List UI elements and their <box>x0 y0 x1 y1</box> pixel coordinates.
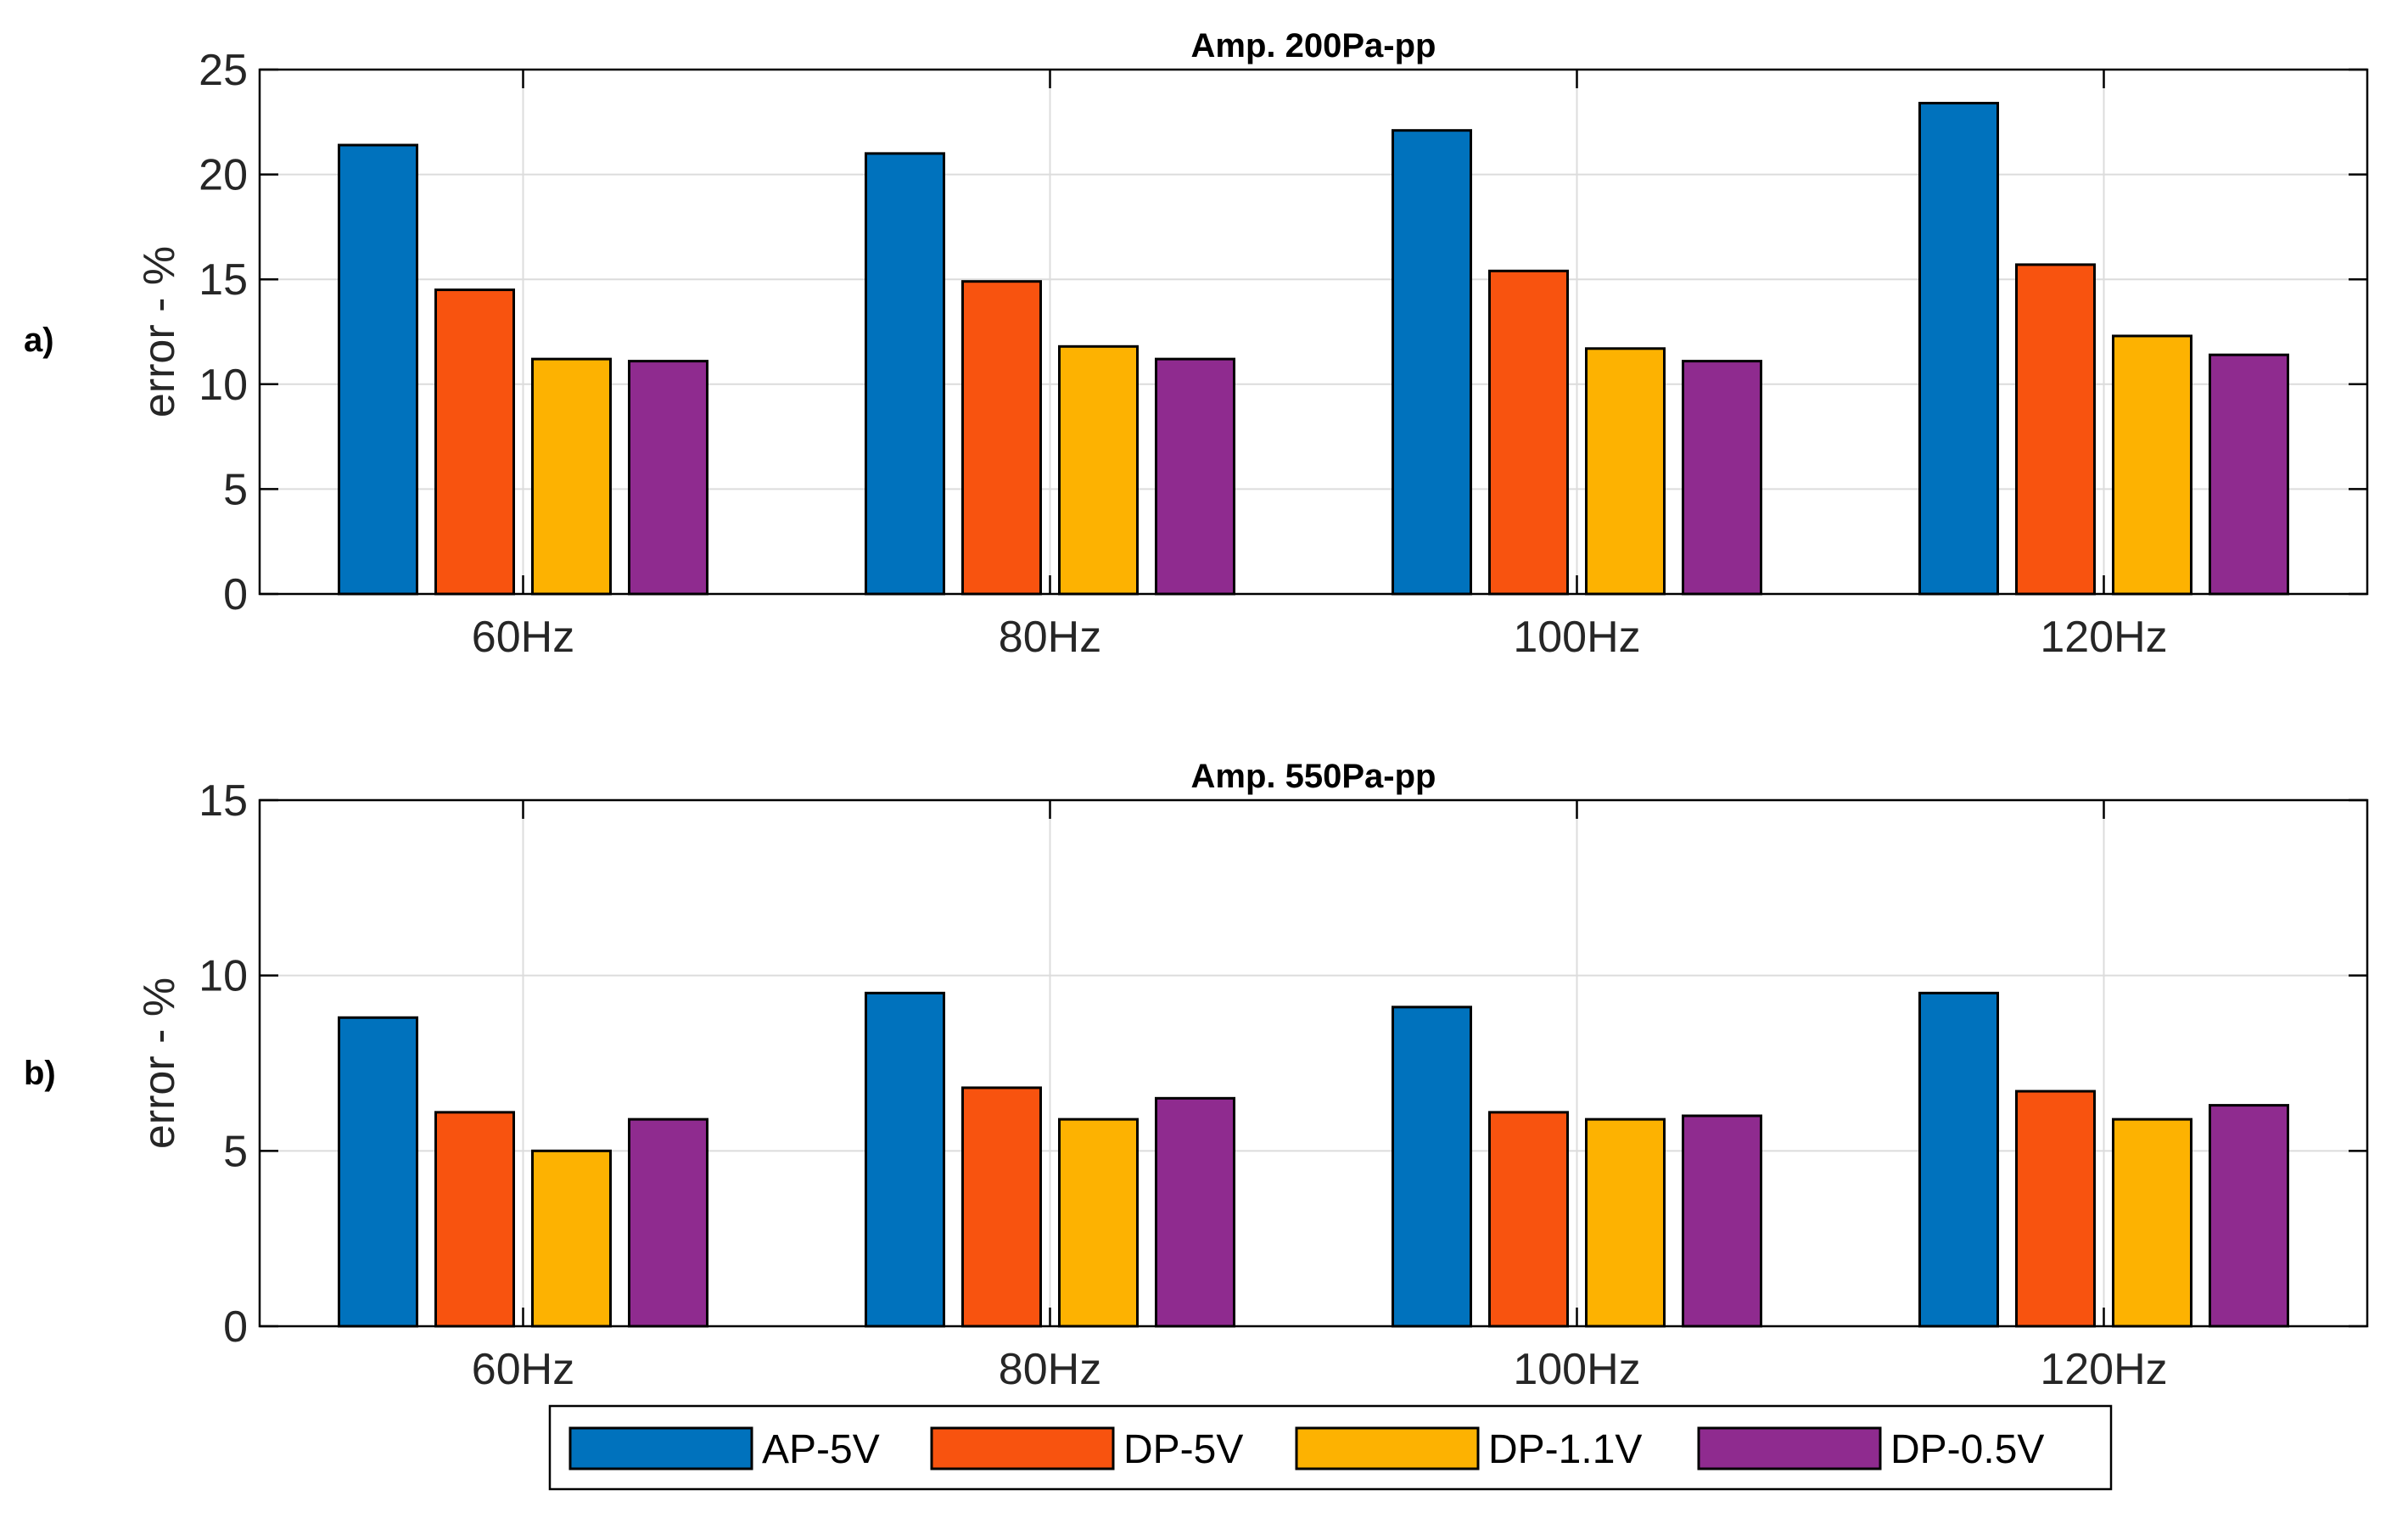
axes-box <box>258 68 2369 596</box>
bar-ap-5v-100hz <box>1392 129 1472 596</box>
x-tick-label: 80Hz <box>999 1345 1101 1394</box>
bar-dp-5v-100hz <box>1488 1111 1569 1328</box>
x-tick-label: 60Hz <box>472 1345 574 1394</box>
y-tick-label: 5 <box>223 1127 248 1176</box>
x-tick-label: 120Hz <box>2040 613 2167 662</box>
y-tick-label: 5 <box>223 465 248 514</box>
bar-dp-1_1v-120hz <box>2112 1117 2192 1328</box>
bar-ap-5v-80hz <box>865 991 945 1328</box>
bar-ap-5v-100hz <box>1392 1005 1472 1328</box>
bar-ap-5v-60hz <box>338 1016 418 1328</box>
bar-dp-1_1v-80hz <box>1058 1117 1139 1328</box>
panel-label: b) <box>24 1055 56 1092</box>
bar-dp-5v-60hz <box>434 1111 515 1328</box>
bar-ap-5v-120hz <box>1918 991 1999 1328</box>
x-tick-label: 120Hz <box>2040 1345 2167 1394</box>
y-tick-label: 10 <box>199 361 248 410</box>
legend-label-dp-0_5v: DP-0.5V <box>1890 1427 2044 1472</box>
chart-title: Amp. 550Pa-pp <box>1191 758 1436 795</box>
x-tick-label: 100Hz <box>1513 613 1640 662</box>
x-tick-label: 60Hz <box>472 613 574 662</box>
bar-ap-5v-60hz <box>338 143 418 596</box>
bar-dp-1_1v-60hz <box>531 1149 612 1328</box>
bar-dp-1_1v-100hz <box>1585 1117 1666 1328</box>
y-tick-label: 15 <box>199 776 248 826</box>
bar-dp-5v-80hz <box>961 280 1042 596</box>
legend-label-dp-1_1v: DP-1.1V <box>1488 1427 1642 1472</box>
bar-dp-5v-60hz <box>434 288 515 596</box>
x-tick-label: 100Hz <box>1513 1345 1640 1394</box>
y-tick-label: 25 <box>199 46 248 95</box>
bar-dp-0_5v-120hz <box>2209 1104 2289 1328</box>
legend-swatch-ap-5v <box>568 1426 753 1470</box>
bar-dp-0_5v-60hz <box>628 360 708 596</box>
bar-dp-0_5v-100hz <box>1682 360 1762 596</box>
bar-ap-5v-120hz <box>1918 102 1999 596</box>
bar-dp-0_5v-120hz <box>2209 353 2289 596</box>
bar-dp-5v-120hz <box>2015 1089 2096 1328</box>
bar-dp-1_1v-60hz <box>531 357 612 596</box>
legend-label-dp-5v: DP-5V <box>1123 1427 1243 1472</box>
y-tick-label: 10 <box>199 952 248 1001</box>
bar-dp-5v-80hz <box>961 1086 1042 1328</box>
axes-box <box>258 798 2369 1328</box>
y-axis-label: error - % <box>135 977 184 1149</box>
legend-swatch-dp-1_1v <box>1295 1426 1480 1470</box>
bar-dp-0_5v-80hz <box>1155 1096 1235 1328</box>
y-tick-label: 15 <box>199 255 248 305</box>
y-tick-label: 0 <box>223 1302 248 1352</box>
legend-swatch-dp-0_5v <box>1697 1426 1882 1470</box>
x-tick-label: 80Hz <box>999 613 1101 662</box>
panel-label: a) <box>24 322 54 359</box>
y-axis-label: error - % <box>135 246 184 417</box>
legend: AP-5V DP-5V DP-1.1V DP-0.5V <box>548 1404 2113 1491</box>
y-tick-label: 20 <box>199 151 248 200</box>
y-tick-label: 0 <box>223 570 248 619</box>
bar-dp-1_1v-120hz <box>2112 334 2192 596</box>
bar-ap-5v-80hz <box>865 152 945 596</box>
bar-dp-5v-100hz <box>1488 269 1569 596</box>
bar-dp-5v-120hz <box>2015 263 2096 596</box>
bar-dp-1_1v-100hz <box>1585 347 1666 596</box>
bar-dp-0_5v-80hz <box>1155 357 1235 596</box>
bar-dp-0_5v-100hz <box>1682 1114 1762 1328</box>
chart-title: Amp. 200Pa-pp <box>1191 27 1436 64</box>
bar-dp-1_1v-80hz <box>1058 344 1139 596</box>
legend-swatch-dp-5v <box>930 1426 1115 1470</box>
legend-label-ap-5v: AP-5V <box>762 1427 880 1472</box>
chart-panel-1: 0 5 10 15 20 25 60Hz 80Hz 100Hz 120Hz Amp. 200Pa-p… <box>24 27 2369 662</box>
chart-panel-2: 0 5 10 15 60Hz 80Hz 100Hz 120Hz Amp. 550Pa-pp err… <box>24 758 2369 1394</box>
bar-dp-0_5v-60hz <box>628 1117 708 1328</box>
